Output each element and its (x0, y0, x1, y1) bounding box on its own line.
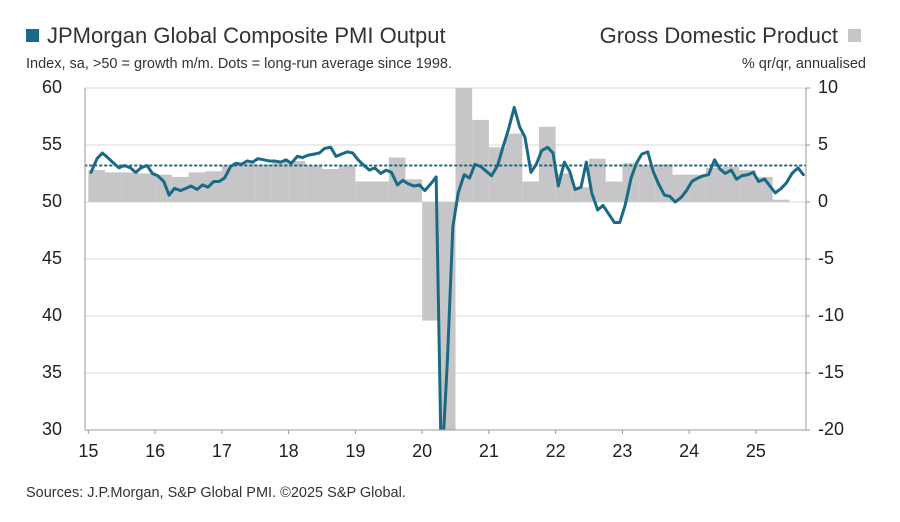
bar (455, 88, 473, 203)
bar (205, 171, 222, 202)
y-tick-label: 45 (42, 248, 62, 268)
bar (655, 164, 673, 202)
bar (138, 173, 156, 202)
bar (121, 172, 139, 202)
bar (388, 157, 406, 202)
bar (188, 172, 206, 202)
x-tick-label: 20 (412, 441, 432, 461)
bar (589, 158, 606, 202)
bar (271, 162, 289, 202)
x-tick-label: 22 (546, 441, 566, 461)
bar (88, 170, 106, 202)
subtitle: Index, sa, >50 = growth m/m. Dots = long… (26, 56, 452, 72)
legend-label: JPMorgan Global Composite PMI Output (47, 23, 446, 48)
y2-tick-label: -5 (818, 248, 834, 268)
bar (422, 202, 439, 321)
bar (238, 163, 256, 202)
y-tick-label: 60 (42, 77, 62, 97)
y-tick-label: 55 (42, 134, 62, 154)
y2-axis-label: % qr/qr, annualised (742, 56, 866, 72)
x-tick-label: 24 (679, 441, 699, 461)
bar (639, 165, 656, 202)
bar (255, 164, 272, 202)
x-tick-label: 17 (212, 441, 232, 461)
y2-tick-label: 5 (818, 134, 828, 154)
plot-area (85, 88, 806, 430)
y-tick-label: 30 (42, 419, 62, 439)
bar (772, 199, 790, 202)
bar (472, 119, 489, 202)
legend-label: Gross Domestic Product (600, 23, 838, 48)
bar (355, 181, 373, 202)
bar (522, 181, 539, 202)
x-tick-label: 21 (479, 441, 499, 461)
bar (321, 168, 339, 202)
axes: 30 35 40 45 50 55 60 -20 -15 -10 -5 0 5 10 15 16 17 18 19 2… (42, 77, 844, 461)
bar (605, 181, 623, 202)
legend-swatch (848, 29, 861, 42)
legend: JPMorgan Global Composite PMI Output Gro… (26, 23, 861, 48)
bar (505, 133, 523, 202)
x-tick-label: 25 (746, 441, 766, 461)
bar (672, 174, 690, 202)
bar (572, 187, 590, 202)
y2-tick-label: 0 (818, 191, 828, 211)
bar (338, 165, 356, 202)
x-tick-label: 16 (145, 441, 165, 461)
y2-tick-label: 10 (818, 77, 838, 97)
bar (155, 174, 172, 202)
bar (488, 147, 506, 202)
bar (372, 181, 389, 202)
bar (221, 165, 239, 202)
x-tick-label: 15 (78, 441, 98, 461)
bar (705, 167, 723, 202)
bar (538, 126, 556, 202)
y2-tick-label: -20 (818, 419, 844, 439)
x-tick-label: 19 (345, 441, 365, 461)
y-tick-label: 50 (42, 191, 62, 211)
bar (739, 170, 756, 202)
y2-tick-label: -15 (818, 362, 844, 382)
bar (105, 172, 122, 202)
line (89, 105, 805, 430)
y-tick-label: 40 (42, 305, 62, 325)
bar (305, 165, 322, 202)
legend-swatch (26, 29, 39, 42)
x-tick-label: 23 (612, 441, 632, 461)
source: Sources: J.P.Morgan, S&P Global PMI. ©20… (26, 485, 406, 501)
y-tick-label: 35 (42, 362, 62, 382)
y2-tick-label: -10 (818, 305, 844, 325)
bar (288, 160, 306, 202)
x-tick-label: 18 (279, 441, 299, 461)
